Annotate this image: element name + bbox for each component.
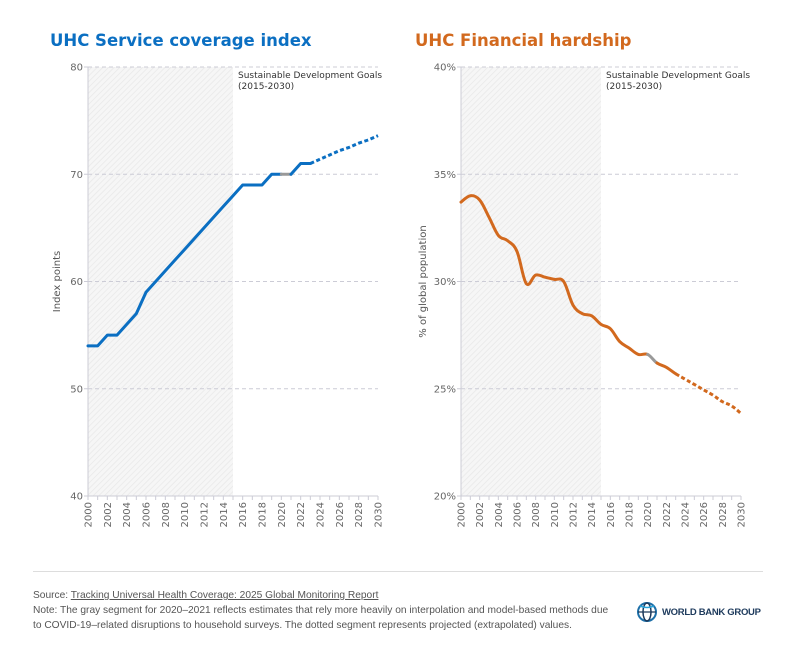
financial-hardship-chart: 20% 25% 30% 35% 40% 2000 2002 2004 2006 2008 2010 2… <box>418 63 750 528</box>
x-tick-label: 2016 <box>606 502 617 527</box>
series-line-observed <box>289 162 312 176</box>
y-tick-label: 50 <box>70 384 83 395</box>
footer: Source: Tracking Universal Health Covera… <box>33 588 613 633</box>
x-tick-label: 2006 <box>142 502 153 527</box>
x-tick-label: 2020 <box>277 502 288 527</box>
x-tick-label: 2018 <box>625 502 636 527</box>
x-tick-label: 2014 <box>219 502 230 527</box>
y-axis-label: Index points <box>52 251 63 312</box>
x-tick-label: 2008 <box>531 502 542 527</box>
chart-title-service-coverage: UHC Service coverage index <box>50 31 312 50</box>
series-line-estimate <box>646 352 659 365</box>
x-tick-label: 2028 <box>354 502 365 527</box>
x-tick-label: 2024 <box>316 502 327 527</box>
x-tick-label: 2028 <box>718 502 729 527</box>
globe-icon <box>637 602 657 622</box>
sdg-annotation: Sustainable Development Goals <box>238 71 382 81</box>
y-tick-label: 80 <box>70 63 83 74</box>
x-tick-label: 2008 <box>161 502 172 527</box>
service-coverage-chart: 40 50 60 70 80 2000 2002 2004 2006 2008 2010 2012 20… <box>52 63 385 528</box>
y-tick-label: 40% <box>434 63 456 74</box>
x-tick-label: 2022 <box>296 502 307 527</box>
y-tick-label: 70 <box>70 170 83 181</box>
y-tick-label: 40 <box>70 492 83 503</box>
x-tick-label: 2004 <box>122 502 133 527</box>
series-line-observed <box>655 361 678 376</box>
logo-text: WORLD BANK GROUP <box>662 606 761 618</box>
y-axis-label: % of global population <box>418 225 429 337</box>
chart-title-financial-hardship: UHC Financial hardship <box>415 31 632 50</box>
x-tick-label: 2030 <box>737 502 748 527</box>
sdg-annotation: Sustainable Development Goals <box>606 71 750 81</box>
x-tick-label: 2004 <box>494 502 505 527</box>
series-line-observed <box>459 194 650 357</box>
x-tick-label: 2014 <box>587 502 598 527</box>
x-tick-label: 2030 <box>374 502 385 527</box>
x-tick-label: 2006 <box>513 502 524 527</box>
x-tick-label: 2012 <box>569 502 580 527</box>
source-link[interactable]: Tracking Universal Health Coverage: 2025… <box>70 590 379 601</box>
series-line-observed <box>86 172 283 348</box>
y-tick-label: 35% <box>434 170 456 181</box>
sdg-annotation: (2015-2030) <box>238 82 294 92</box>
x-tick-label: 2000 <box>457 502 468 527</box>
x-tick-label: 2002 <box>103 502 114 527</box>
world-bank-logo: WORLD BANK GROUP <box>636 600 761 624</box>
x-tick-label: 2010 <box>180 502 191 527</box>
y-tick-label: 20% <box>434 492 456 503</box>
x-tick-label: 2026 <box>335 502 346 527</box>
x-tick-label: 2010 <box>550 502 561 527</box>
y-tick-label: 60 <box>70 277 83 288</box>
x-tick-label: 2024 <box>681 502 692 527</box>
y-tick-label: 25% <box>434 384 456 395</box>
series-line-projected <box>674 372 742 415</box>
footer-divider <box>33 571 763 572</box>
sdg-annotation: (2015-2030) <box>606 82 662 92</box>
x-tick-label: 2020 <box>643 502 654 527</box>
x-tick-label: 2022 <box>662 502 673 527</box>
x-tick-label: 2018 <box>258 502 269 527</box>
series-line-projected <box>309 134 379 165</box>
x-tick-label: 2012 <box>200 502 211 527</box>
x-tick-label: 2000 <box>84 502 95 527</box>
x-tick-label: 2016 <box>238 502 249 527</box>
y-tick-label: 30% <box>434 277 456 288</box>
source-label: Source: <box>33 590 71 601</box>
x-tick-label: 2026 <box>699 502 710 527</box>
note-text: Note: The gray segment for 2020–2021 ref… <box>33 605 609 631</box>
x-tick-label: 2002 <box>475 502 486 527</box>
